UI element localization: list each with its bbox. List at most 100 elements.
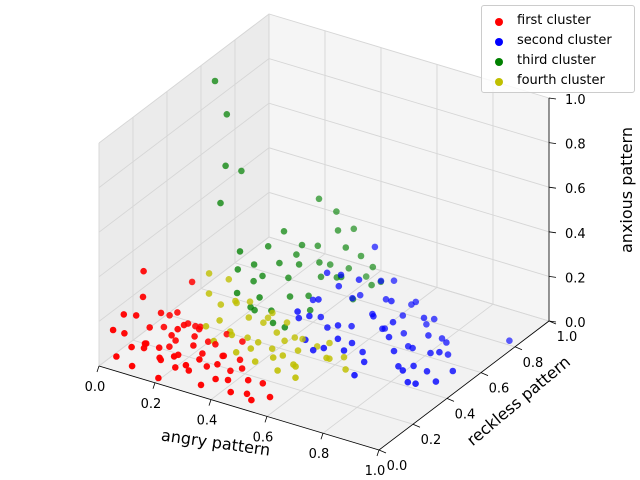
- data-point-2: [438, 335, 446, 342]
- data-point-4: [260, 319, 267, 327]
- data-point-3: [326, 261, 334, 268]
- data-point-1: [170, 353, 178, 360]
- data-point-3: [236, 248, 244, 255]
- axis-panes: [99, 14, 549, 450]
- data-point-1: [166, 343, 173, 351]
- grid-line-y: [200, 65, 482, 374]
- x-tick-mark: [152, 382, 156, 389]
- data-point-2: [317, 313, 325, 321]
- data-point-2: [320, 344, 328, 352]
- legend-marker-icon: [495, 58, 503, 66]
- data-point-4: [279, 352, 287, 359]
- data-point-4: [247, 345, 255, 352]
- grid-line-y: [132, 117, 414, 425]
- axis-lines: [96, 97, 557, 457]
- data-point-3: [333, 208, 340, 215]
- data-point-1: [185, 367, 193, 374]
- y-tick-label: 0.8: [523, 356, 544, 371]
- data-point-2: [355, 276, 363, 284]
- data-point-2: [412, 380, 419, 388]
- z-tick-mark: [548, 97, 557, 100]
- data-point-2: [309, 296, 317, 304]
- data-point-2: [430, 315, 438, 323]
- legend-marker-icon: [495, 78, 503, 86]
- data-point-3: [298, 241, 306, 249]
- data-point-1: [203, 363, 211, 370]
- data-point-2: [412, 298, 420, 306]
- data-point-1: [239, 338, 246, 345]
- data-point-2: [323, 269, 331, 277]
- data-point-1: [266, 393, 274, 401]
- data-point-1: [172, 337, 179, 344]
- data-point-1: [219, 352, 226, 360]
- data-point-2: [400, 330, 408, 337]
- data-point-3: [357, 252, 365, 260]
- data-point-2: [385, 333, 393, 341]
- legend-marker-icon: [495, 18, 503, 26]
- y-tick-mark: [548, 320, 557, 325]
- data-point-3: [250, 261, 258, 268]
- y-tick-label: 0.0: [387, 459, 408, 474]
- legend-item-second-cluster: second cluster: [482, 32, 632, 52]
- data-point-2: [423, 368, 431, 375]
- data-point-1: [223, 330, 231, 338]
- data-point-4: [232, 349, 240, 356]
- data-point-1: [146, 324, 153, 331]
- data-point-1: [238, 365, 246, 372]
- data-point-2: [315, 296, 322, 303]
- data-point-1: [121, 330, 128, 337]
- data-point-1: [188, 278, 196, 286]
- z-tick-mark: [548, 276, 557, 278]
- data-point-4: [269, 309, 276, 317]
- data-point-3: [317, 273, 325, 281]
- data-point-4: [292, 363, 299, 370]
- z-tick-label: 1.0: [565, 93, 586, 108]
- data-point-1: [243, 390, 251, 398]
- data-point-4: [246, 298, 254, 306]
- data-point-1: [141, 340, 149, 347]
- data-point-2: [349, 294, 356, 302]
- data-point-1: [166, 312, 173, 319]
- z-axis-label: anxious pattern: [617, 127, 636, 253]
- legend-item-first-cluster: first cluster: [482, 12, 632, 32]
- y-tick-mark: [514, 346, 523, 351]
- data-point-1: [168, 332, 175, 339]
- z-tick-label: 0.6: [565, 182, 586, 197]
- data-point-4: [245, 314, 253, 321]
- data-point-1: [224, 376, 232, 384]
- data-point-2: [432, 378, 440, 385]
- left-wall-pane: [99, 14, 269, 366]
- data-point-3: [285, 274, 292, 282]
- data-point-4: [292, 374, 299, 382]
- x-tick-mark: [376, 449, 380, 457]
- data-point-1: [128, 362, 136, 370]
- data-point-1: [248, 396, 255, 404]
- data-point-3: [222, 162, 229, 170]
- data-point-2: [379, 325, 386, 333]
- data-point-2: [337, 271, 345, 279]
- data-point-4: [205, 270, 213, 277]
- data-point-3: [211, 77, 219, 85]
- data-point-2: [348, 339, 356, 347]
- data-point-2: [399, 312, 407, 319]
- data-point-3: [295, 261, 303, 268]
- data-point-4: [283, 319, 291, 326]
- data-point-2: [388, 297, 395, 305]
- data-point-3: [223, 111, 231, 118]
- data-point-2: [309, 346, 317, 354]
- data-point-2: [370, 313, 377, 320]
- x-tick-mark: [264, 416, 268, 423]
- z-tick-label: 0.0: [565, 316, 586, 331]
- data-point-4: [281, 337, 288, 345]
- data-point-1: [182, 361, 190, 369]
- tick-labels: 0.0 0.0 0.0 0.2 0.2 0.2 0.4 0.4 0.4 0.6 0.6 0.6 0.8 0…: [85, 93, 586, 479]
- data-point-2: [335, 282, 343, 290]
- data-point-1: [156, 354, 163, 362]
- z-tick-label: 0.4: [565, 227, 586, 242]
- data-point-2: [371, 243, 379, 251]
- data-point-4: [340, 353, 348, 361]
- data-point-1: [227, 367, 234, 375]
- data-point-3: [345, 265, 353, 272]
- legend-label: second cluster: [517, 33, 612, 48]
- x-axis-line: [98, 365, 380, 451]
